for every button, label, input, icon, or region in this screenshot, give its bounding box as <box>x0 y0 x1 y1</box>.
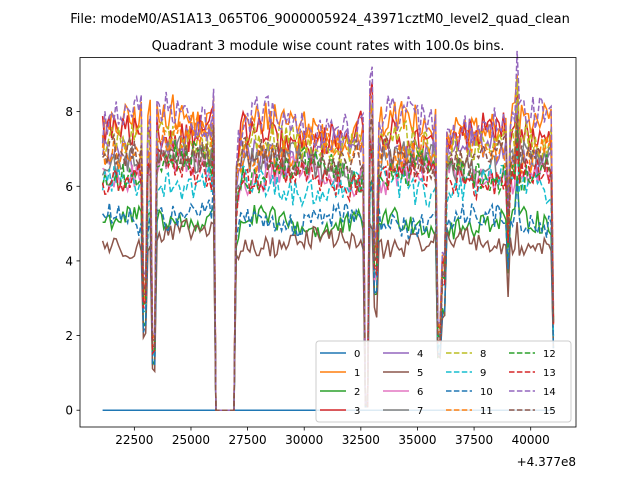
legend-label: 2 <box>354 387 360 398</box>
legend-label: 9 <box>480 368 486 379</box>
legend-label: 3 <box>354 406 360 417</box>
legend-label: 1 <box>354 368 360 379</box>
series-line-11 <box>101 96 555 411</box>
legend-label: 13 <box>543 368 556 379</box>
legend-label: 10 <box>480 387 493 398</box>
x-tick-label: 37500 <box>455 433 493 447</box>
chart-title: Quadrant 3 module wise count rates with … <box>152 39 505 54</box>
x-tick-label: 32500 <box>342 433 380 447</box>
figure-suptitle: File: modeM0/AS1A13_065T06_9000005924_43… <box>70 12 570 27</box>
legend-label: 6 <box>417 387 423 398</box>
series-line-9 <box>101 140 555 411</box>
legend-label: 7 <box>417 406 423 417</box>
series-line-13 <box>101 137 555 411</box>
legend-label: 8 <box>480 349 486 360</box>
series-line-10 <box>101 179 555 411</box>
x-axis: 22500 25000 27500 30000 32500 35000 37500 40000 <box>115 427 550 447</box>
legend-label: 4 <box>417 349 423 360</box>
series-line-14 <box>101 50 555 411</box>
y-tick-label: 8 <box>65 105 73 119</box>
series-line-15 <box>101 114 555 411</box>
series-line-12 <box>101 125 555 411</box>
y-tick-label: 4 <box>65 254 73 268</box>
legend-label: 5 <box>417 368 423 379</box>
y-tick-label: 0 <box>65 404 73 418</box>
x-tick-label: 27500 <box>229 433 267 447</box>
legend-label: 0 <box>354 349 360 360</box>
y-tick-label: 6 <box>65 180 73 194</box>
y-tick-label: 2 <box>65 329 73 343</box>
x-tick-label: 30000 <box>285 433 323 447</box>
x-tick-label: 25000 <box>172 433 210 447</box>
series-line-8 <box>101 77 555 411</box>
legend-label: 11 <box>480 406 493 417</box>
axes-frame <box>79 57 577 428</box>
legend-label: 15 <box>543 406 556 417</box>
legend-box <box>315 340 572 423</box>
x-tick-label: 35000 <box>398 433 436 447</box>
x-tick-label: 40000 <box>512 433 550 447</box>
legend-label: 14 <box>543 387 556 398</box>
y-axis: 0 2 4 6 8 <box>65 105 80 418</box>
x-tick-label: 22500 <box>115 433 153 447</box>
plot-area <box>101 50 555 411</box>
x-offset-label: +4.377e8 <box>517 455 576 469</box>
series-line-2 <box>102 175 555 411</box>
legend-label: 12 <box>543 349 556 360</box>
